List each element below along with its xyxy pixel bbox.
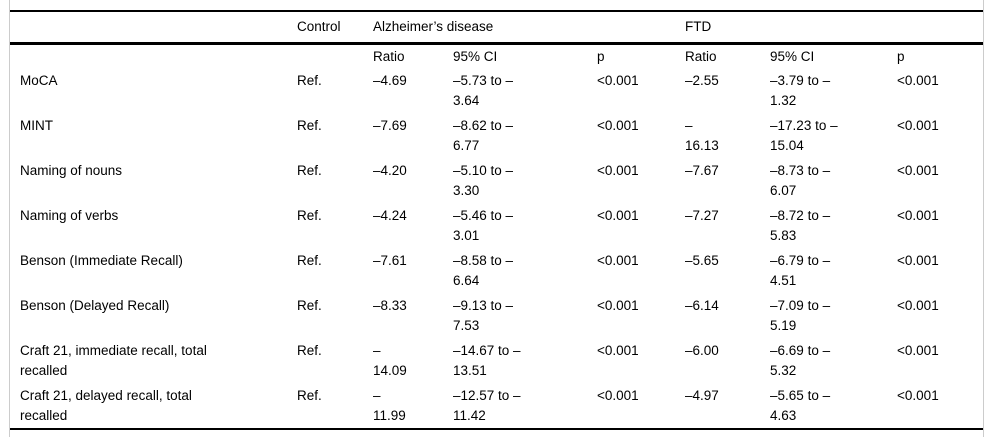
ftd-ratio-cell: –7.67	[685, 163, 719, 178]
control-cell: Ref.	[297, 73, 322, 88]
ftd-ratio-cell: –6.14	[685, 298, 719, 313]
subheader-ftd-ci: 95% CI	[770, 49, 815, 64]
ftd-ratio-cell: –2.55	[685, 73, 719, 88]
table-row: MoCA Ref. –4.69 –5.73 to – 3.64 <0.001 –…	[10, 68, 983, 113]
ftd-ci-cell: –6.79 to – 4.51	[770, 253, 831, 288]
table-row: Naming of verbs Ref. –4.24 –5.46 to – 3.…	[10, 203, 983, 248]
header-spacer-cell	[10, 11, 297, 44]
table-body: MoCA Ref. –4.69 –5.73 to – 3.64 <0.001 –…	[10, 68, 983, 429]
ftd-p-cell: <0.001	[897, 343, 939, 358]
subheader-control-spacer-cell	[297, 44, 373, 69]
ad-p-cell: <0.001	[597, 208, 639, 223]
ad-p-cell: <0.001	[597, 73, 639, 88]
ad-ratio-cell: –4.20	[373, 163, 407, 178]
subheader-spacer-cell	[10, 44, 297, 69]
ad-p-cell: <0.001	[597, 343, 639, 358]
row-label-cell: Naming of verbs	[20, 208, 119, 223]
results-table: Control Alzheimer’s disease FTD Ratio 95…	[10, 10, 984, 430]
ad-ci-cell: –14.67 to – 13.51	[453, 343, 521, 378]
subheader-ad-p: p	[597, 49, 605, 64]
ftd-p-cell: <0.001	[897, 298, 939, 313]
ftd-ci-cell: –6.69 to – 5.32	[770, 343, 831, 378]
ad-p-cell: <0.001	[597, 253, 639, 268]
ad-p-cell: <0.001	[597, 388, 639, 403]
ftd-ci-cell: –8.73 to – 6.07	[770, 163, 831, 198]
ftd-p-cell: <0.001	[897, 388, 939, 403]
table-row: Benson (Delayed Recall) Ref. –8.33 –9.13…	[10, 293, 983, 338]
control-cell: Ref.	[297, 208, 322, 223]
ftd-p-cell: <0.001	[897, 208, 939, 223]
subheader-ftd-p: p	[897, 49, 905, 64]
row-label-cell: MoCA	[20, 73, 58, 88]
subheader-ad-ratio: Ratio	[373, 49, 405, 64]
header-ftd: FTD	[685, 19, 712, 34]
ad-ci-cell: –5.73 to – 3.64	[453, 73, 514, 108]
ad-ratio-cell: –4.69	[373, 73, 407, 88]
ftd-p-cell: <0.001	[897, 118, 939, 133]
ad-ratio-cell: – 14.09	[373, 343, 407, 378]
row-label-cell: MINT	[20, 118, 53, 133]
table-row: Naming of nouns Ref. –4.20 –5.10 to – 3.…	[10, 158, 983, 203]
control-cell: Ref.	[297, 118, 322, 133]
ftd-ratio-cell: – 16.13	[685, 118, 719, 153]
sub-header-row: Ratio 95% CI p Ratio 95% CI p	[10, 44, 983, 69]
control-cell: Ref.	[297, 343, 322, 358]
table-row: Craft 21, delayed recall, total recalled…	[10, 383, 983, 429]
ftd-ratio-cell: –7.27	[685, 208, 719, 223]
ftd-ci-cell: –3.79 to – 1.32	[770, 73, 831, 108]
ftd-ratio-cell: –5.65	[685, 253, 719, 268]
ad-ratio-cell: – 11.99	[373, 388, 406, 423]
row-label-cell: Naming of nouns	[20, 163, 123, 178]
control-cell: Ref.	[297, 253, 322, 268]
ad-ci-cell: –5.46 to – 3.01	[453, 208, 514, 243]
ad-p-cell: <0.001	[597, 298, 639, 313]
row-label-cell: Benson (Delayed Recall)	[20, 298, 170, 313]
ad-ci-cell: –8.62 to – 6.77	[453, 118, 514, 153]
ftd-ci-cell: –7.09 to – 5.19	[770, 298, 831, 333]
ad-ratio-cell: –7.69	[373, 118, 407, 133]
row-label-cell: Craft 21, delayed recall, total recalled	[20, 388, 192, 423]
ad-ci-cell: –9.13 to – 7.53	[453, 298, 514, 333]
ftd-ci-cell: –8.72 to – 5.83	[770, 208, 831, 243]
header-control: Control	[297, 19, 341, 34]
ad-ratio-cell: –8.33	[373, 298, 407, 313]
row-label-cell: Craft 21, immediate recall, total recall…	[20, 343, 207, 378]
row-label-cell: Benson (Immediate Recall)	[20, 253, 183, 268]
table-row: MINT Ref. –7.69 –8.62 to – 6.77 <0.001 –…	[10, 113, 983, 158]
ftd-ci-cell: –17.23 to – 15.04	[770, 118, 838, 153]
subheader-ftd-ratio: Ratio	[685, 49, 717, 64]
control-cell: Ref.	[297, 388, 322, 403]
ad-p-cell: <0.001	[597, 118, 639, 133]
ftd-ratio-cell: –6.00	[685, 343, 719, 358]
group-header-row: Control Alzheimer’s disease FTD	[10, 11, 984, 44]
figure-panel: Control Alzheimer’s disease FTD Ratio 95…	[9, 0, 984, 437]
ad-ci-cell: –5.10 to – 3.30	[453, 163, 514, 198]
ftd-p-cell: <0.001	[897, 73, 939, 88]
ftd-p-cell: <0.001	[897, 163, 939, 178]
table-row: Benson (Immediate Recall) Ref. –7.61 –8.…	[10, 248, 983, 293]
subheader-ad-ci: 95% CI	[453, 49, 498, 64]
ftd-ratio-cell: –4.97	[685, 388, 719, 403]
control-cell: Ref.	[297, 298, 322, 313]
ad-p-cell: <0.001	[597, 163, 639, 178]
ad-ratio-cell: –4.24	[373, 208, 407, 223]
ad-ci-cell: –8.58 to – 6.64	[453, 253, 514, 288]
ad-ratio-cell: –7.61	[373, 253, 407, 268]
ftd-p-cell: <0.001	[897, 253, 939, 268]
table-row: Craft 21, immediate recall, total recall…	[10, 338, 983, 383]
header-alzheimers-disease: Alzheimer’s disease	[373, 19, 494, 34]
control-cell: Ref.	[297, 163, 322, 178]
ftd-ci-cell: –5.65 to – 4.63	[770, 388, 831, 423]
ad-ci-cell: –12.57 to – 11.42	[453, 388, 521, 423]
